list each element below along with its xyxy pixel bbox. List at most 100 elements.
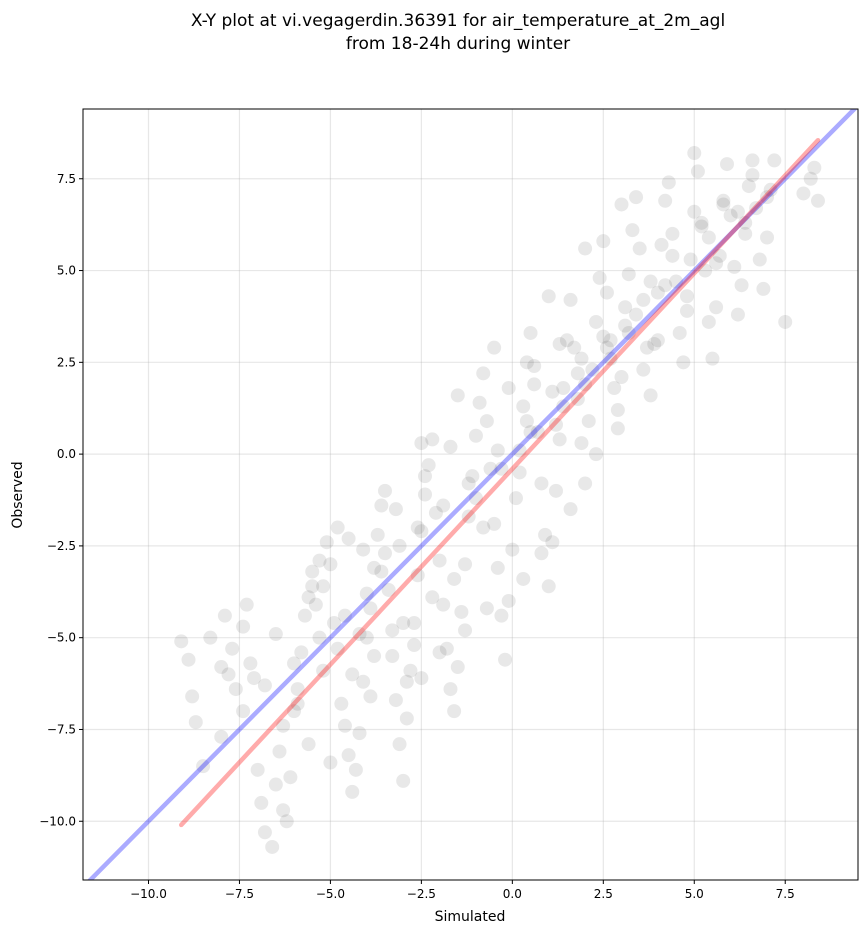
data-point-57 [407,616,422,630]
data-point-100 [563,292,578,307]
chart-title-line-2: from 18-24h during winter [346,34,570,54]
y-tick-label-2: −5.0 [47,631,76,645]
data-point-15 [250,762,265,777]
data-point-165 [541,289,556,304]
data-point-163 [614,197,629,212]
data-point-94 [541,579,556,594]
data-point-189 [399,674,414,689]
data-point-79 [487,516,502,531]
data-point-166 [487,340,502,355]
data-point-183 [658,278,673,293]
data-point-41 [348,762,363,777]
data-point-84 [505,542,520,557]
data-point-174 [407,638,422,653]
data-point-110 [599,285,614,300]
data-point-80 [490,560,505,575]
data-point-173 [396,616,411,630]
data-point-237 [618,300,633,315]
data-point-31 [312,553,327,568]
data-point-234 [545,384,560,399]
data-point-95 [545,535,560,550]
data-point-148 [738,226,753,241]
data-point-204 [563,502,578,517]
data-point-157 [778,314,793,329]
data-point-92 [534,476,549,491]
data-point-246 [443,439,458,454]
data-point-248 [388,502,403,517]
data-point-11 [236,619,251,634]
data-point-9 [225,641,240,656]
data-point-121 [639,340,654,355]
data-point-230 [436,498,451,513]
data-point-85 [508,491,523,506]
data-point-201 [479,601,494,616]
data-point-220 [410,520,425,535]
data-point-73 [465,469,480,484]
data-point-82 [498,652,513,667]
y-tick-label-0: −10.0 [39,814,76,828]
data-point-51 [385,649,400,664]
data-point-127 [661,175,676,190]
data-point-158 [796,186,811,201]
data-point-231 [461,476,476,491]
data-point-93 [538,527,553,542]
data-point-103 [574,436,589,451]
data-point-81 [494,608,509,623]
data-point-20 [272,744,287,759]
data-point-37 [334,696,349,711]
data-point-16 [254,795,269,810]
data-point-190 [330,641,345,656]
data-point-3 [188,715,203,730]
data-point-161 [810,193,825,208]
data-point-108 [592,270,607,285]
data-point-77 [479,414,494,429]
data-point-30 [308,597,323,612]
data-point-40 [345,784,360,799]
data-point-50 [381,582,396,597]
data-point-243 [501,381,516,396]
data-point-83 [501,593,516,608]
data-point-228 [236,704,251,719]
grid-lines [83,109,858,880]
data-point-194 [301,737,316,752]
data-point-44 [359,630,374,645]
data-point-115 [618,318,633,333]
data-point-104 [578,476,593,491]
data-point-187 [367,649,382,664]
data-point-131 [676,355,691,370]
data-point-22 [279,814,294,829]
data-point-46 [367,560,382,575]
data-point-142 [716,197,731,212]
data-point-233 [519,414,534,429]
reference-lines [87,109,858,880]
chart-title-line-1: X-Y plot at vi.vegagerdin.36391 for air_… [191,11,725,31]
data-point-145 [727,259,742,274]
data-point-66 [439,641,454,656]
data-point-155 [763,182,778,197]
data-point-68 [447,704,462,719]
data-point-74 [468,428,483,443]
data-point-235 [574,351,589,366]
data-point-216 [556,399,571,414]
data-point-8 [221,667,236,682]
data-point-13 [243,656,258,671]
identity-line [87,109,858,880]
data-point-27 [297,608,312,623]
data-point-119 [632,241,647,256]
data-point-197 [363,689,378,704]
data-point-24 [287,704,302,719]
data-point-146 [730,307,745,322]
data-point-86 [512,443,527,458]
data-point-240 [694,219,709,234]
data-point-45 [363,601,378,616]
data-point-170 [341,531,356,546]
data-point-129 [669,274,684,289]
data-point-159 [803,171,818,186]
data-point-208 [650,333,665,348]
x-axis-label: Simulated [435,909,506,925]
data-point-21 [276,803,291,818]
data-point-75 [472,395,487,410]
data-point-224 [337,608,352,623]
data-point-28 [301,590,316,605]
data-point-227 [257,678,272,693]
